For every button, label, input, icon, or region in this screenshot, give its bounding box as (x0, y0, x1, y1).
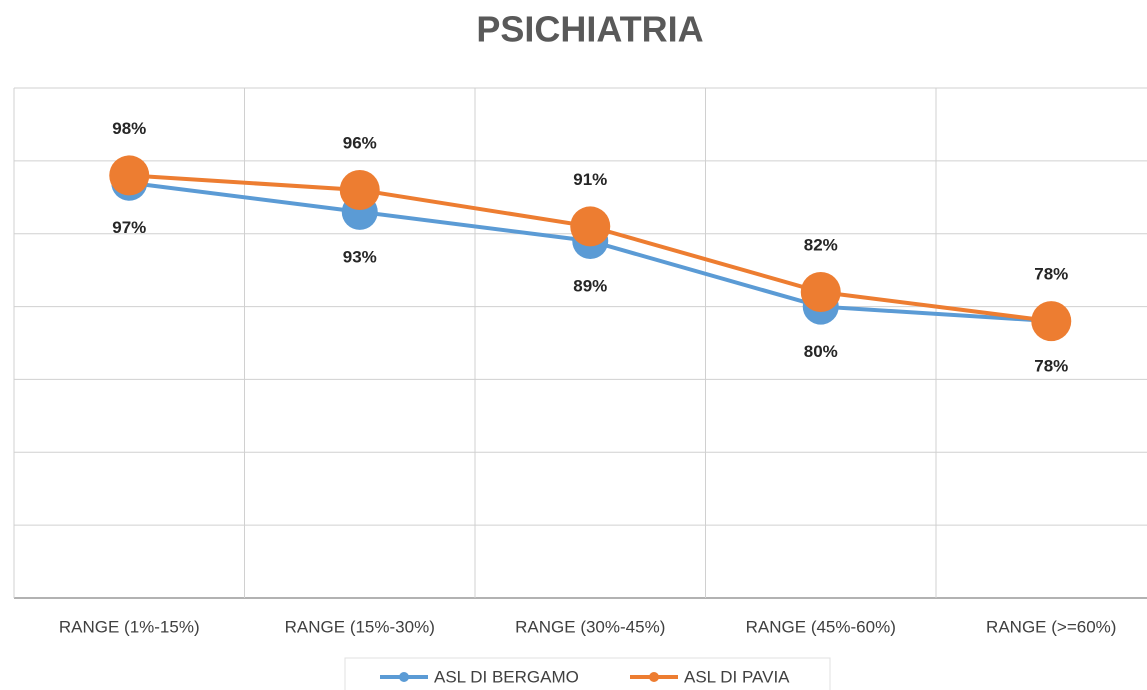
legend-marker (649, 672, 659, 682)
legend-marker (399, 672, 409, 682)
data-label: 96% (343, 133, 377, 152)
x-tick-label: RANGE (1%-15%) (59, 617, 200, 636)
data-label: 98% (112, 119, 146, 138)
data-label: 97% (112, 218, 146, 237)
x-tick-label: RANGE (30%-45%) (515, 617, 665, 636)
x-tick-label: RANGE (15%-30%) (285, 617, 435, 636)
x-tick-label: RANGE (45%-60%) (746, 617, 896, 636)
x-tick-label: RANGE (>=60%) (986, 617, 1116, 636)
marker (1031, 301, 1072, 342)
data-label: 78% (1034, 265, 1068, 284)
data-label: 78% (1034, 357, 1068, 376)
legend-label: ASL DI PAVIA (684, 667, 790, 686)
legend-box (344, 657, 831, 690)
marker (800, 272, 841, 312)
marker (570, 206, 611, 247)
data-label: 93% (343, 247, 377, 266)
chart-title: PSICHIATRIA (476, 9, 703, 50)
data-label: 91% (573, 170, 607, 189)
data-label: 80% (804, 342, 838, 361)
marker (339, 170, 380, 210)
legend-label: ASL DI BERGAMO (434, 667, 579, 686)
marker (109, 155, 150, 196)
data-label: 82% (804, 235, 838, 254)
data-label: 89% (573, 276, 607, 295)
